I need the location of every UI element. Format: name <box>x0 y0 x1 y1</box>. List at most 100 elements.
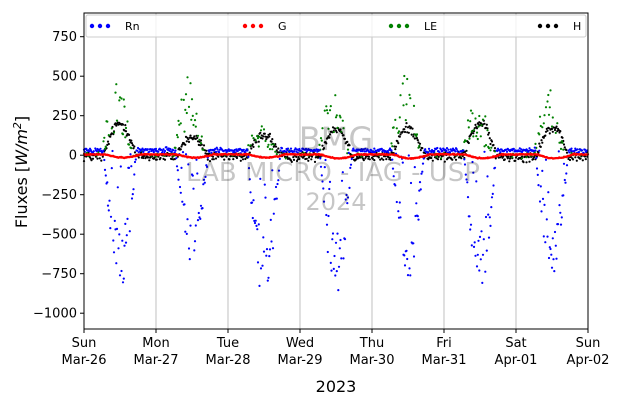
watermark: BMG LAB MICRO - IAG - USP 2024 <box>186 120 480 216</box>
point-rn <box>436 146 439 150</box>
point-rn <box>108 199 111 202</box>
point-rn <box>538 200 542 203</box>
point-le <box>340 130 343 133</box>
point-rn <box>406 257 409 261</box>
point-rn <box>364 147 367 150</box>
point-le <box>115 83 118 86</box>
point-rn <box>337 289 340 292</box>
point-h <box>228 158 231 161</box>
point-rn <box>236 150 239 153</box>
point-rn <box>265 254 268 257</box>
point-le <box>259 129 263 132</box>
point-rn <box>331 238 334 241</box>
point-h <box>546 129 549 132</box>
point-le <box>258 135 261 138</box>
point-le <box>360 155 363 158</box>
point-le <box>480 124 483 127</box>
x-tick-label: Apr-02 <box>567 353 610 368</box>
point-rn <box>582 151 585 154</box>
point-rn <box>550 253 553 256</box>
point-h <box>430 156 433 160</box>
point-rn <box>118 233 121 236</box>
point-rn <box>202 178 206 181</box>
point-rn <box>405 249 408 252</box>
point-le <box>178 123 181 126</box>
point-rn <box>488 216 491 219</box>
point-rn <box>277 179 280 182</box>
point-h <box>403 130 407 134</box>
point-rn <box>421 170 424 173</box>
point-rn <box>330 269 333 272</box>
point-h <box>263 132 266 135</box>
point-le <box>124 126 128 130</box>
point-le <box>202 148 205 151</box>
point-h <box>277 147 280 150</box>
point-rn <box>553 230 557 234</box>
point-rn <box>485 249 488 252</box>
point-rn <box>505 148 508 151</box>
point-rn <box>181 200 184 203</box>
legend-marker-le <box>388 23 394 29</box>
point-rn <box>109 227 112 230</box>
data-points <box>82 74 590 292</box>
point-h <box>525 161 528 164</box>
point-h <box>473 127 476 130</box>
point-rn <box>256 228 259 231</box>
point-h <box>399 133 402 136</box>
point-h <box>271 138 274 141</box>
point-h <box>485 123 488 126</box>
point-rn <box>490 206 493 209</box>
point-h <box>488 137 491 140</box>
point-rn <box>326 250 329 254</box>
point-rn <box>533 146 536 149</box>
point-rn <box>106 204 110 207</box>
point-rn <box>271 247 275 250</box>
point-rn <box>413 166 416 169</box>
point-rn <box>196 219 200 222</box>
point-rn <box>340 257 343 260</box>
point-h <box>562 143 566 146</box>
point-rn <box>205 165 209 168</box>
point-h <box>436 158 440 161</box>
point-rn <box>373 147 376 150</box>
y-tick-label: −750 <box>41 267 77 282</box>
y-tick-label: 500 <box>52 70 77 85</box>
point-h <box>310 155 314 158</box>
x-axis: Sun Mar-26 Mon Mar-27 Tue Mar-28 Wed Mar-29 Thu M… <box>62 329 610 368</box>
point-rn <box>252 199 255 202</box>
point-h <box>499 156 502 159</box>
point-le <box>525 156 528 159</box>
point-rn <box>248 178 251 181</box>
point-le <box>190 118 193 121</box>
point-le <box>405 103 408 106</box>
point-h <box>179 148 182 151</box>
point-h <box>346 140 349 143</box>
point-h <box>574 156 577 159</box>
point-rn <box>214 147 217 150</box>
point-h <box>541 141 544 144</box>
point-h <box>212 158 215 161</box>
point-rn <box>106 181 109 184</box>
point-h <box>503 158 506 161</box>
point-rn <box>199 217 202 220</box>
point-rn <box>197 211 200 215</box>
point-rn <box>412 242 415 245</box>
point-rn <box>214 150 218 153</box>
point-rn <box>390 149 393 152</box>
point-h <box>211 155 215 158</box>
point-rn <box>325 223 329 226</box>
point-h <box>583 155 587 158</box>
point-rn <box>195 158 198 161</box>
point-rn <box>276 182 279 186</box>
point-le <box>479 135 482 138</box>
point-rn <box>403 254 406 257</box>
point-h <box>187 140 191 143</box>
point-rn <box>409 274 412 277</box>
point-rn <box>184 153 188 156</box>
point-rn <box>387 151 390 154</box>
point-rn <box>247 155 250 158</box>
point-le <box>327 127 330 130</box>
point-rn <box>424 148 427 151</box>
point-rn <box>478 269 481 272</box>
